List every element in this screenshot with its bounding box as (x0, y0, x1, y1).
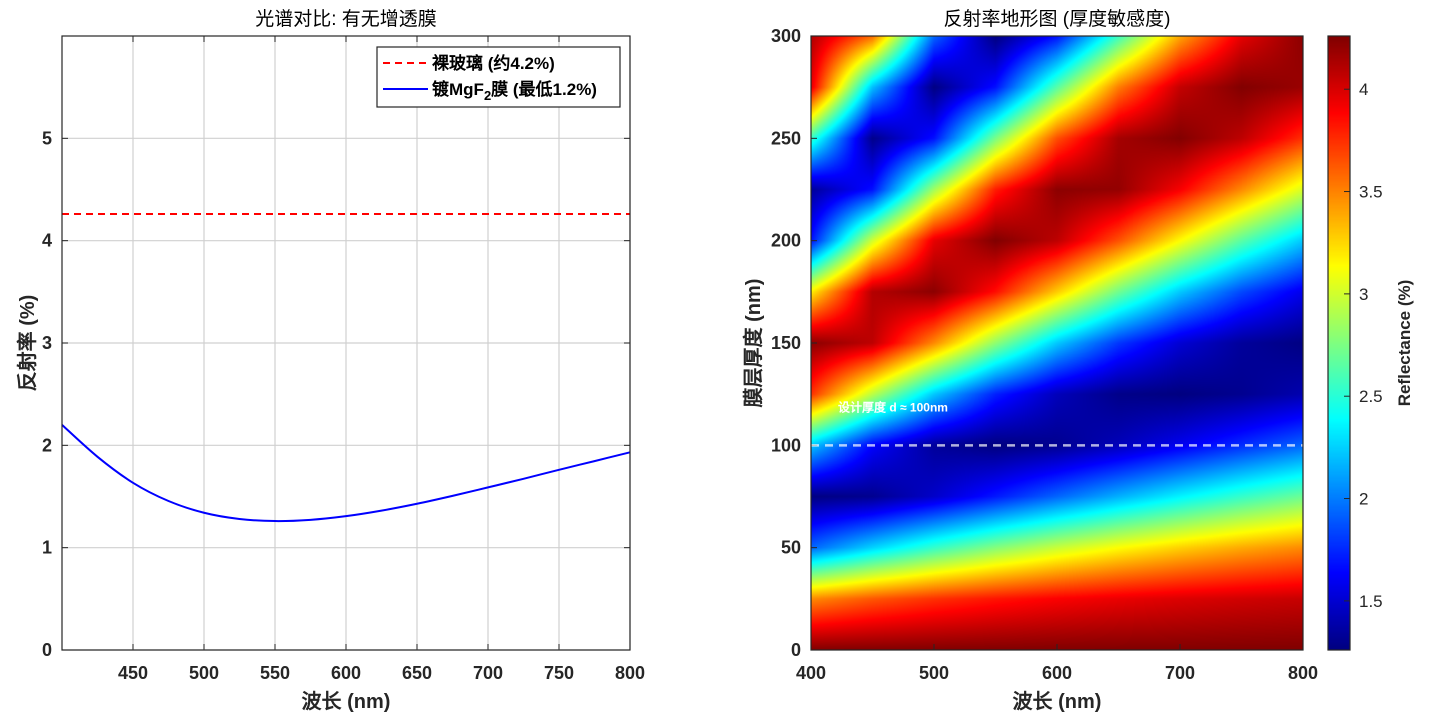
x-axis-label: 波长 (nm) (302, 690, 391, 713)
colorbar-label: Reflectance (%) (1395, 280, 1414, 407)
coated-line (61, 424, 631, 523)
y-tick-label: 5 (42, 128, 52, 148)
x-tick-label: 600 (331, 663, 361, 683)
colorbar: 1.5 2 2.5 3 3.5 4 Reflectance (%) (1327, 35, 1414, 651)
colorbar-gradient (1328, 36, 1350, 650)
legend-box (376, 46, 621, 108)
colorbar-tick-label: 3.5 (1359, 183, 1383, 202)
axes-box (810, 35, 1304, 651)
x-tick-label: 500 (919, 663, 949, 683)
chart-title: 反射率地形图 (厚度敏感度) (944, 8, 1171, 30)
y-tick-label: 50 (781, 538, 801, 558)
y-tick-label: 1 (42, 538, 52, 558)
x-tick-label: 700 (473, 663, 503, 683)
x-tick-label: 450 (118, 663, 148, 683)
y-tick-label: 2 (42, 435, 52, 455)
x-tick-label: 750 (544, 663, 574, 683)
y-tick-label: 100 (771, 435, 801, 455)
x-tick-label: 550 (260, 663, 290, 683)
x-axis-label: 波长 (nm) (1013, 690, 1102, 713)
y-axis-label: 反射率 (%) (15, 295, 39, 392)
colorbar-tick-label: 4 (1359, 80, 1368, 99)
colorbar-tick-label: 2 (1359, 490, 1368, 509)
colorbar-tick-label: 3 (1359, 285, 1368, 304)
x-tick-label: 500 (189, 663, 219, 683)
design-thickness-annotation: 设计厚度 d ≈ 100nm (838, 399, 948, 414)
reflectance-heatmap (811, 36, 1303, 650)
spectrum-axes: 450 500 550 600 650 700 750 800 0 1 2 3 4 5 光谱对比: 有无增透… (15, 8, 645, 713)
axes-box (61, 35, 631, 651)
y-tick-label: 250 (771, 128, 801, 148)
x-tick-label: 600 (1042, 663, 1072, 683)
heatmap-axes: 400 500 600 700 800 0 50 100 150 200 250 300 设计厚度 d … (741, 8, 1318, 713)
legend: 裸玻璃 (约4.2%) 镀MgF2膜 (最低1.2%) (376, 46, 621, 108)
x-tick-label: 800 (615, 663, 645, 683)
y-tick-label: 200 (771, 231, 801, 251)
colorbar-tick-label: 2.5 (1359, 387, 1383, 406)
colorbar-box (1327, 35, 1351, 651)
x-tick-label: 700 (1165, 663, 1195, 683)
colorbar-tick-label: 1.5 (1359, 592, 1383, 611)
y-tick-label: 300 (771, 26, 801, 46)
x-tick-label: 400 (796, 663, 826, 683)
x-tick-label: 650 (402, 663, 432, 683)
x-tick-label: 800 (1288, 663, 1318, 683)
legend-label-bare: 裸玻璃 (约4.2%) (432, 53, 555, 73)
y-tick-label: 3 (42, 333, 52, 353)
y-tick-label: 150 (771, 333, 801, 353)
y-tick-label: 4 (42, 231, 52, 251)
y-axis-label: 膜层厚度 (nm) (741, 279, 765, 409)
legend-label-coated: 镀MgF2膜 (最低1.2%) (432, 79, 597, 103)
y-tick-label: 0 (791, 640, 801, 660)
y-tick-label: 0 (42, 640, 52, 660)
chart-title: 光谱对比: 有无增透膜 (255, 8, 437, 30)
